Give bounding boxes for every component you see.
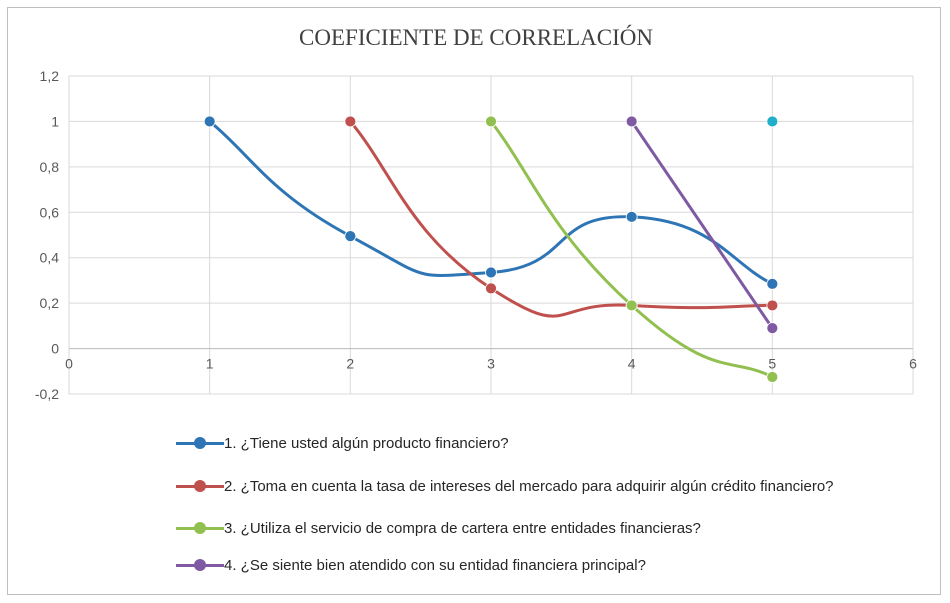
legend-swatch — [176, 555, 224, 575]
series-4-point — [625, 115, 638, 128]
x-tick-label: 5 — [768, 356, 776, 372]
chart-frame: COEFICIENTE DE CORRELACIÓN -0,2 0 0,2 0,4 0,… — [7, 7, 941, 595]
legend-item: 2. ¿Toma en cuenta la tasa de intereses … — [176, 476, 854, 497]
legend-item: 4. ¿Se siente bien atendido con su entid… — [176, 555, 854, 576]
x-tick-label: 6 — [909, 356, 917, 372]
series-1-point — [766, 277, 779, 290]
legend-swatch — [176, 433, 224, 453]
series-4-point — [766, 322, 779, 335]
legend-label: 4. ¿Se siente bien atendido con su entid… — [224, 557, 646, 574]
legend-label: 3. ¿Utiliza el servicio de compra de car… — [224, 520, 701, 537]
y-tick-label: 1,2 — [40, 68, 60, 84]
series-lines — [203, 115, 779, 383]
legend-swatch — [176, 518, 224, 538]
legend-item: 1. ¿Tiene usted algún producto financier… — [176, 433, 854, 454]
axis-labels: -0,2 0 0,2 0,4 0,6 0,8 1 1,2 0 1 2 3 4 5 6 — [35, 68, 917, 402]
series-3-point — [766, 371, 779, 383]
x-tick-label: 3 — [487, 356, 495, 372]
series-1-point — [625, 210, 638, 223]
x-tick-label: 0 — [65, 356, 73, 372]
series-1-point — [485, 266, 497, 279]
legend-item: 3. ¿Utiliza el servicio de compra de car… — [176, 518, 854, 539]
y-tick-label: 0,6 — [40, 204, 60, 220]
y-tick-label: 0,8 — [40, 159, 60, 175]
series-2-point — [344, 115, 357, 128]
chart-title: COEFICIENTE DE CORRELACIÓN — [299, 24, 653, 50]
series-5-point — [766, 115, 779, 128]
x-tick-label: 1 — [206, 356, 214, 372]
y-tick-label: -0,2 — [35, 386, 59, 402]
x-tick-label: 4 — [628, 356, 636, 372]
gridlines — [68, 75, 914, 395]
y-tick-label: 0 — [51, 341, 59, 357]
chart-canvas: COEFICIENTE DE CORRELACIÓN -0,2 0 0,2 0,4 0,… — [35, 24, 917, 402]
legend-swatch — [176, 476, 224, 496]
legend-label: 2. ¿Toma en cuenta la tasa de intereses … — [224, 478, 834, 495]
x-tick-label: 2 — [346, 356, 354, 372]
legend-label: 1. ¿Tiene usted algún producto financier… — [224, 435, 509, 452]
series-3-point — [625, 299, 638, 312]
series-1-point — [344, 230, 357, 243]
y-tick-label: 0,4 — [40, 250, 60, 266]
series-2-point — [766, 299, 779, 312]
series-3-point — [485, 115, 497, 128]
series-1-point — [203, 115, 216, 128]
y-tick-label: 1 — [51, 113, 59, 129]
y-tick-label: 0,2 — [40, 295, 60, 311]
series-2-line — [348, 119, 774, 318]
series-2-point — [485, 282, 497, 295]
series-4-line — [630, 119, 774, 330]
